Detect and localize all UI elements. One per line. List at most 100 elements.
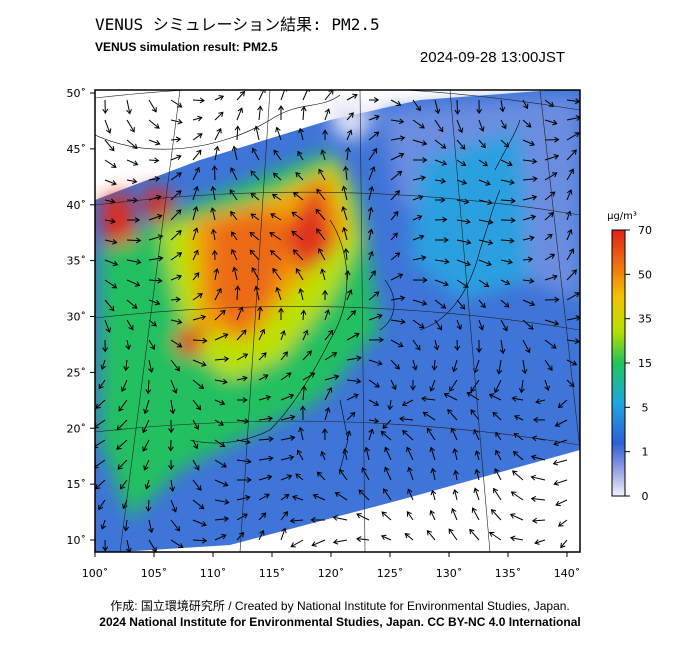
wind-arrow [214,479,229,487]
wind-arrow [522,339,531,354]
lat-tick-label: 20˚ [67,422,87,435]
wind-arrow [557,399,568,409]
wind-arrow [456,218,471,225]
wind-arrow [170,230,182,241]
wind-arrow [126,237,142,244]
wind-arrow [311,539,326,547]
wind-arrow [126,99,132,115]
wind-arrow [406,511,414,521]
wind-arrow [258,374,269,381]
wind-arrow [390,318,406,325]
wind-arrow [192,293,203,301]
wind-arrow [316,228,326,241]
wind-arrow [566,292,580,301]
wind-arrow [407,466,414,481]
wind-arrow [98,499,106,511]
wind-arrow [126,319,134,331]
wind-arrow [531,517,546,524]
wind-arrow [495,449,502,461]
wind-arrow [321,428,328,441]
wind-arrow [324,108,331,121]
wind-arrow [346,309,356,321]
wind-arrow [280,474,293,481]
wind-arrow [478,319,485,331]
wind-arrow [234,285,241,301]
colorbar-tick-label: 0 [642,490,649,503]
wind-arrow [295,473,304,481]
wind-arrow [426,529,436,541]
wind-arrow [104,159,117,168]
wind-arrow [214,378,228,385]
wind-arrow [104,259,119,267]
wind-arrow [236,90,246,101]
wind-arrow [145,379,152,395]
wind-arrow [312,493,326,501]
wind-arrow [478,259,492,267]
wind-arrow [258,455,274,462]
wind-arrow [214,127,222,141]
wind-arrow [368,131,380,141]
lon-tick-label: 125˚ [377,567,404,580]
graticule [95,90,580,552]
wind-arrow [346,393,359,401]
colorbar-tick-label: 35 [638,313,652,326]
wind-arrow [249,249,260,261]
wind-arrow [382,419,392,429]
wind-arrow [478,299,486,309]
wind-arrow [511,395,524,402]
wind-arrow [478,119,485,132]
wind-arrow [478,219,494,225]
wind-arrow [566,168,574,181]
wind-arrow [320,450,326,461]
wind-arrow [291,211,304,221]
wind-arrow [126,217,140,223]
wind-arrow [148,255,164,262]
wind-arrow [530,474,546,481]
wind-arrow [300,105,307,121]
wind-arrow [380,430,392,441]
wind-arrow [412,175,426,182]
wind-arrow [566,269,578,281]
wind-arrow [280,527,287,541]
wind-arrow [318,247,326,261]
wind-arrow [544,359,553,372]
wind-arrow [298,127,304,141]
wind-arrow [522,139,536,147]
wind-arrow [566,132,580,141]
lat-tick-label: 45˚ [67,143,87,156]
wind-arrow [214,111,224,121]
wind-arrow [148,119,160,129]
wind-arrow [358,489,370,501]
wind-arrow [104,139,115,152]
wind-arrow [126,259,142,265]
wind-arrow [500,159,513,167]
wind-arrow [412,99,421,112]
wind-arrow [231,248,238,261]
wind-arrow [324,386,333,401]
wind-arrow [474,468,481,481]
wind-arrow [451,359,458,373]
wind-arrow [478,139,486,149]
wind-arrow [170,339,183,348]
wind-arrow [315,208,326,221]
wind-arrow [476,339,483,354]
wind-arrow [168,459,175,471]
wind-arrow [334,491,348,501]
wind-arrow [343,248,350,261]
wind-arrow [280,435,296,441]
wind-arrow [236,107,244,121]
wind-arrow [471,507,480,521]
wind-arrow [170,190,182,201]
wind-arrow [126,119,135,133]
wind-arrow [341,206,348,221]
lat-tick-label: 35˚ [67,255,87,268]
wind-arrow [192,205,199,221]
wind-arrow [236,458,252,465]
wind-arrow [346,129,353,141]
wind-arrow [478,239,494,246]
wind-arrow [495,431,502,441]
wind-arrow [291,230,304,241]
wind-arrow [278,105,284,121]
wind-arrow [192,149,202,161]
wind-arrow [430,489,437,501]
